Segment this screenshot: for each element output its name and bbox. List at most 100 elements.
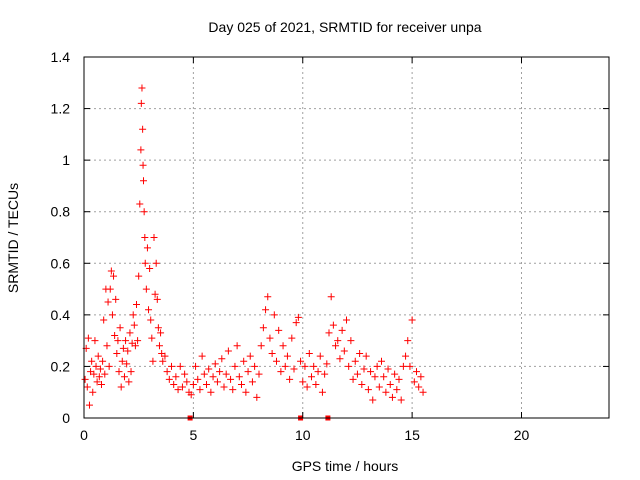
x-axis-label: GPS time / hours	[292, 458, 399, 474]
data-point	[413, 368, 420, 376]
data-point	[147, 316, 155, 324]
data-point	[371, 373, 379, 381]
data-point	[141, 234, 149, 241]
data-point	[353, 370, 361, 378]
data-point	[419, 388, 427, 396]
data-point	[229, 386, 237, 394]
data-point	[240, 357, 248, 365]
data-point	[110, 272, 118, 280]
data-point	[279, 342, 287, 350]
data-point	[119, 344, 127, 352]
data-point	[382, 388, 390, 396]
data-point	[168, 362, 175, 370]
data-point	[395, 375, 403, 383]
data-point	[161, 352, 169, 360]
data-point	[81, 375, 89, 383]
data-point	[329, 321, 337, 329]
data-point	[213, 378, 221, 386]
data-point	[406, 362, 414, 370]
data-point	[275, 326, 283, 334]
data-point	[305, 350, 313, 358]
data-point	[224, 347, 232, 355]
data-point	[314, 368, 322, 376]
data-point	[410, 378, 418, 386]
axis-ticks	[83, 56, 609, 419]
data-point	[205, 365, 213, 373]
data-point	[244, 368, 252, 376]
data-point	[386, 380, 394, 388]
data-point	[149, 357, 157, 365]
data-point	[91, 337, 99, 345]
data-point	[107, 267, 115, 275]
data-point	[277, 368, 285, 376]
data-point	[120, 373, 128, 381]
data-point	[375, 383, 383, 391]
data-point	[380, 373, 388, 381]
y-tick-label: 0.4	[51, 307, 71, 323]
y-tick-label: 0	[62, 410, 70, 426]
data-point	[89, 388, 97, 396]
data-point	[127, 368, 135, 376]
data-point	[286, 375, 294, 383]
data-point	[327, 293, 335, 301]
data-point	[246, 352, 254, 360]
data-point	[251, 362, 259, 370]
data-point	[369, 396, 377, 404]
data-point	[176, 362, 184, 370]
data-point	[155, 342, 163, 350]
data-point	[216, 368, 224, 376]
data-point	[242, 388, 250, 396]
data-point	[211, 360, 219, 368]
data-point	[95, 373, 103, 381]
data-point	[130, 321, 138, 329]
data-point	[105, 362, 113, 370]
data-point	[101, 370, 109, 378]
data-point	[290, 365, 298, 373]
data-point	[159, 357, 167, 365]
data-point	[115, 368, 123, 376]
x-tick-labels: 0 5 10 15 20	[80, 427, 529, 443]
y-tick-label: 0.2	[51, 358, 71, 374]
data-point	[157, 329, 165, 337]
data-point	[340, 347, 348, 355]
data-point	[90, 370, 98, 378]
data-point	[111, 331, 119, 339]
data-point	[153, 295, 161, 303]
data-point	[209, 373, 217, 381]
data-point	[268, 350, 276, 358]
data-point	[178, 383, 186, 391]
data-point	[94, 352, 102, 360]
data-point	[235, 373, 243, 381]
data-point	[203, 380, 210, 388]
data-point	[150, 234, 158, 241]
data-point	[170, 380, 178, 388]
data-point	[332, 342, 340, 350]
data-point	[163, 368, 171, 376]
data-point	[238, 380, 245, 388]
data-points	[81, 84, 427, 409]
data-point	[358, 380, 366, 388]
data-point	[288, 334, 296, 342]
data-point	[138, 84, 146, 92]
y-tick-label: 1	[62, 152, 70, 168]
grid-lines	[84, 57, 609, 418]
y-tick-label: 1.4	[51, 49, 71, 65]
data-point	[133, 301, 140, 309]
data-point	[270, 311, 278, 319]
data-point	[264, 293, 272, 301]
data-point	[233, 342, 241, 350]
data-point	[415, 383, 423, 391]
data-point	[139, 125, 147, 133]
data-point	[417, 373, 425, 381]
data-point	[393, 386, 401, 394]
data-point	[140, 177, 147, 185]
data-point	[325, 329, 333, 337]
data-point	[323, 360, 331, 368]
data-point	[338, 326, 346, 334]
y-tick-labels: 0 0.2 0.4 0.6 0.8 1 1.2 1.4	[51, 49, 71, 426]
data-point	[174, 386, 182, 394]
data-point	[135, 272, 143, 280]
data-point	[318, 388, 326, 396]
data-point	[192, 362, 200, 370]
data-point	[88, 357, 96, 365]
